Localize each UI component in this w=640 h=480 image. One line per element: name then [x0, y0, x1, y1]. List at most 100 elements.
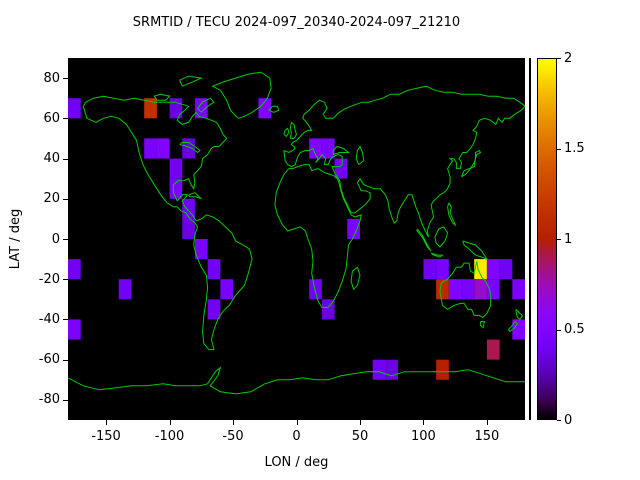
- x-tick-mark: [423, 420, 425, 425]
- colorbar-tick-mark: [557, 239, 561, 240]
- heatmap-cell: [169, 178, 183, 199]
- heatmap-cell: [512, 279, 525, 300]
- colorbar-separator: [529, 58, 531, 420]
- coastline: [507, 321, 519, 333]
- heatmap-cell: [347, 218, 360, 239]
- heatmap-cell: [194, 239, 208, 260]
- heatmap-cell: [309, 279, 322, 300]
- y-tick-label: -40: [38, 311, 60, 327]
- y-tick-mark: [63, 78, 68, 80]
- colorbar-tick-label: 0: [564, 412, 573, 428]
- coastline: [416, 228, 432, 252]
- heatmap-cell: [321, 138, 335, 159]
- heatmap-cell: [321, 299, 335, 320]
- heatmap-cell: [385, 359, 399, 380]
- coastline: [355, 145, 365, 165]
- coastline: [461, 149, 482, 178]
- x-tick-label: 50: [351, 429, 369, 444]
- colorbar-tick-label: 1: [564, 231, 573, 247]
- heatmap-cell: [182, 138, 195, 159]
- coastline: [332, 145, 350, 155]
- heatmap-cell: [207, 299, 221, 320]
- heatmap-cell: [461, 279, 475, 300]
- x-tick-mark: [486, 420, 488, 425]
- heatmap-cell: [486, 339, 500, 360]
- y-tick-label: -60: [38, 352, 60, 368]
- heatmap-cell: [309, 138, 322, 159]
- x-tick-mark: [106, 420, 108, 425]
- heatmap-cell: [334, 158, 348, 179]
- heatmap-cell: [436, 359, 449, 380]
- heatmap-cell: [68, 259, 81, 280]
- coastline: [350, 266, 361, 291]
- coastline: [447, 202, 457, 227]
- colorbar-tick-label: 2: [564, 50, 573, 66]
- heatmap-cell: [220, 279, 234, 300]
- colorbar-tick-label: 0.5: [564, 322, 585, 337]
- coastline: [179, 75, 204, 87]
- plot-area: [68, 58, 525, 420]
- y-tick-label: 0: [51, 231, 60, 247]
- coastline: [434, 226, 449, 248]
- coastline: [515, 309, 524, 321]
- heatmap-cell: [372, 359, 386, 380]
- x-tick-label: -100: [154, 429, 185, 444]
- coastline: [274, 164, 362, 308]
- x-axis-label: LON / deg: [264, 455, 329, 470]
- y-tick-mark: [63, 319, 68, 321]
- heatmap-cell: [118, 279, 132, 300]
- colorbar-tick-mark: [557, 329, 561, 331]
- coastline: [268, 105, 280, 113]
- heatmap-cell: [68, 98, 81, 119]
- coastline: [68, 366, 525, 395]
- y-tick-label: 40: [43, 151, 60, 167]
- coastline: [480, 321, 486, 329]
- x-tick-label: 0: [292, 429, 301, 444]
- coastline: [439, 260, 492, 319]
- colorbar-tick-mark: [557, 58, 561, 59]
- heatmap-cell: [499, 259, 513, 280]
- heatmap-cell: [436, 279, 449, 300]
- heatmap-cell: [169, 98, 183, 119]
- heatmap-cell: [144, 138, 157, 159]
- coastline: [289, 121, 298, 139]
- heatmap-cell: [258, 98, 272, 119]
- coastline: [82, 95, 253, 351]
- heatmap-cell: [68, 319, 81, 340]
- y-tick-label: -20: [38, 271, 60, 287]
- colorbar-tick-label: 1.5: [564, 141, 585, 156]
- heatmap-cell: [486, 259, 500, 280]
- heatmap-cell: [156, 138, 170, 159]
- coastline: [283, 127, 290, 138]
- coastline: [153, 93, 171, 101]
- colorbar-tick-mark: [557, 148, 561, 150]
- y-tick-mark: [63, 118, 68, 120]
- x-tick-label: 150: [474, 429, 500, 444]
- coastline: [430, 252, 444, 258]
- coastline: [283, 85, 525, 238]
- y-tick-mark: [63, 198, 68, 200]
- heatmap-cell: [512, 319, 525, 340]
- y-tick-mark: [63, 158, 68, 160]
- y-tick-mark: [63, 239, 68, 240]
- heatmap-cell: [182, 218, 195, 239]
- x-tick-label: 100: [411, 429, 436, 444]
- coastline: [462, 240, 489, 261]
- heatmap-cell: [144, 98, 157, 119]
- coastline: [179, 142, 201, 154]
- x-tick-mark: [169, 420, 171, 425]
- heatmap-cell: [474, 279, 487, 300]
- heatmap-cell: [194, 98, 208, 119]
- chart-title: SRMTID / TECU 2024-097_20340-2024-097_21…: [132, 15, 461, 30]
- world-map-heatmap: [68, 71, 525, 395]
- x-tick-mark: [359, 420, 361, 425]
- y-tick-mark: [63, 399, 68, 401]
- heatmap-cell: [436, 259, 449, 280]
- heatmap-cell: [448, 279, 462, 300]
- x-tick-mark: [296, 420, 298, 425]
- coastline: [188, 192, 202, 200]
- y-tick-mark: [63, 359, 68, 361]
- heatmap-cell: [423, 259, 437, 280]
- x-tick-mark: [233, 420, 235, 425]
- y-tick-mark: [63, 279, 68, 281]
